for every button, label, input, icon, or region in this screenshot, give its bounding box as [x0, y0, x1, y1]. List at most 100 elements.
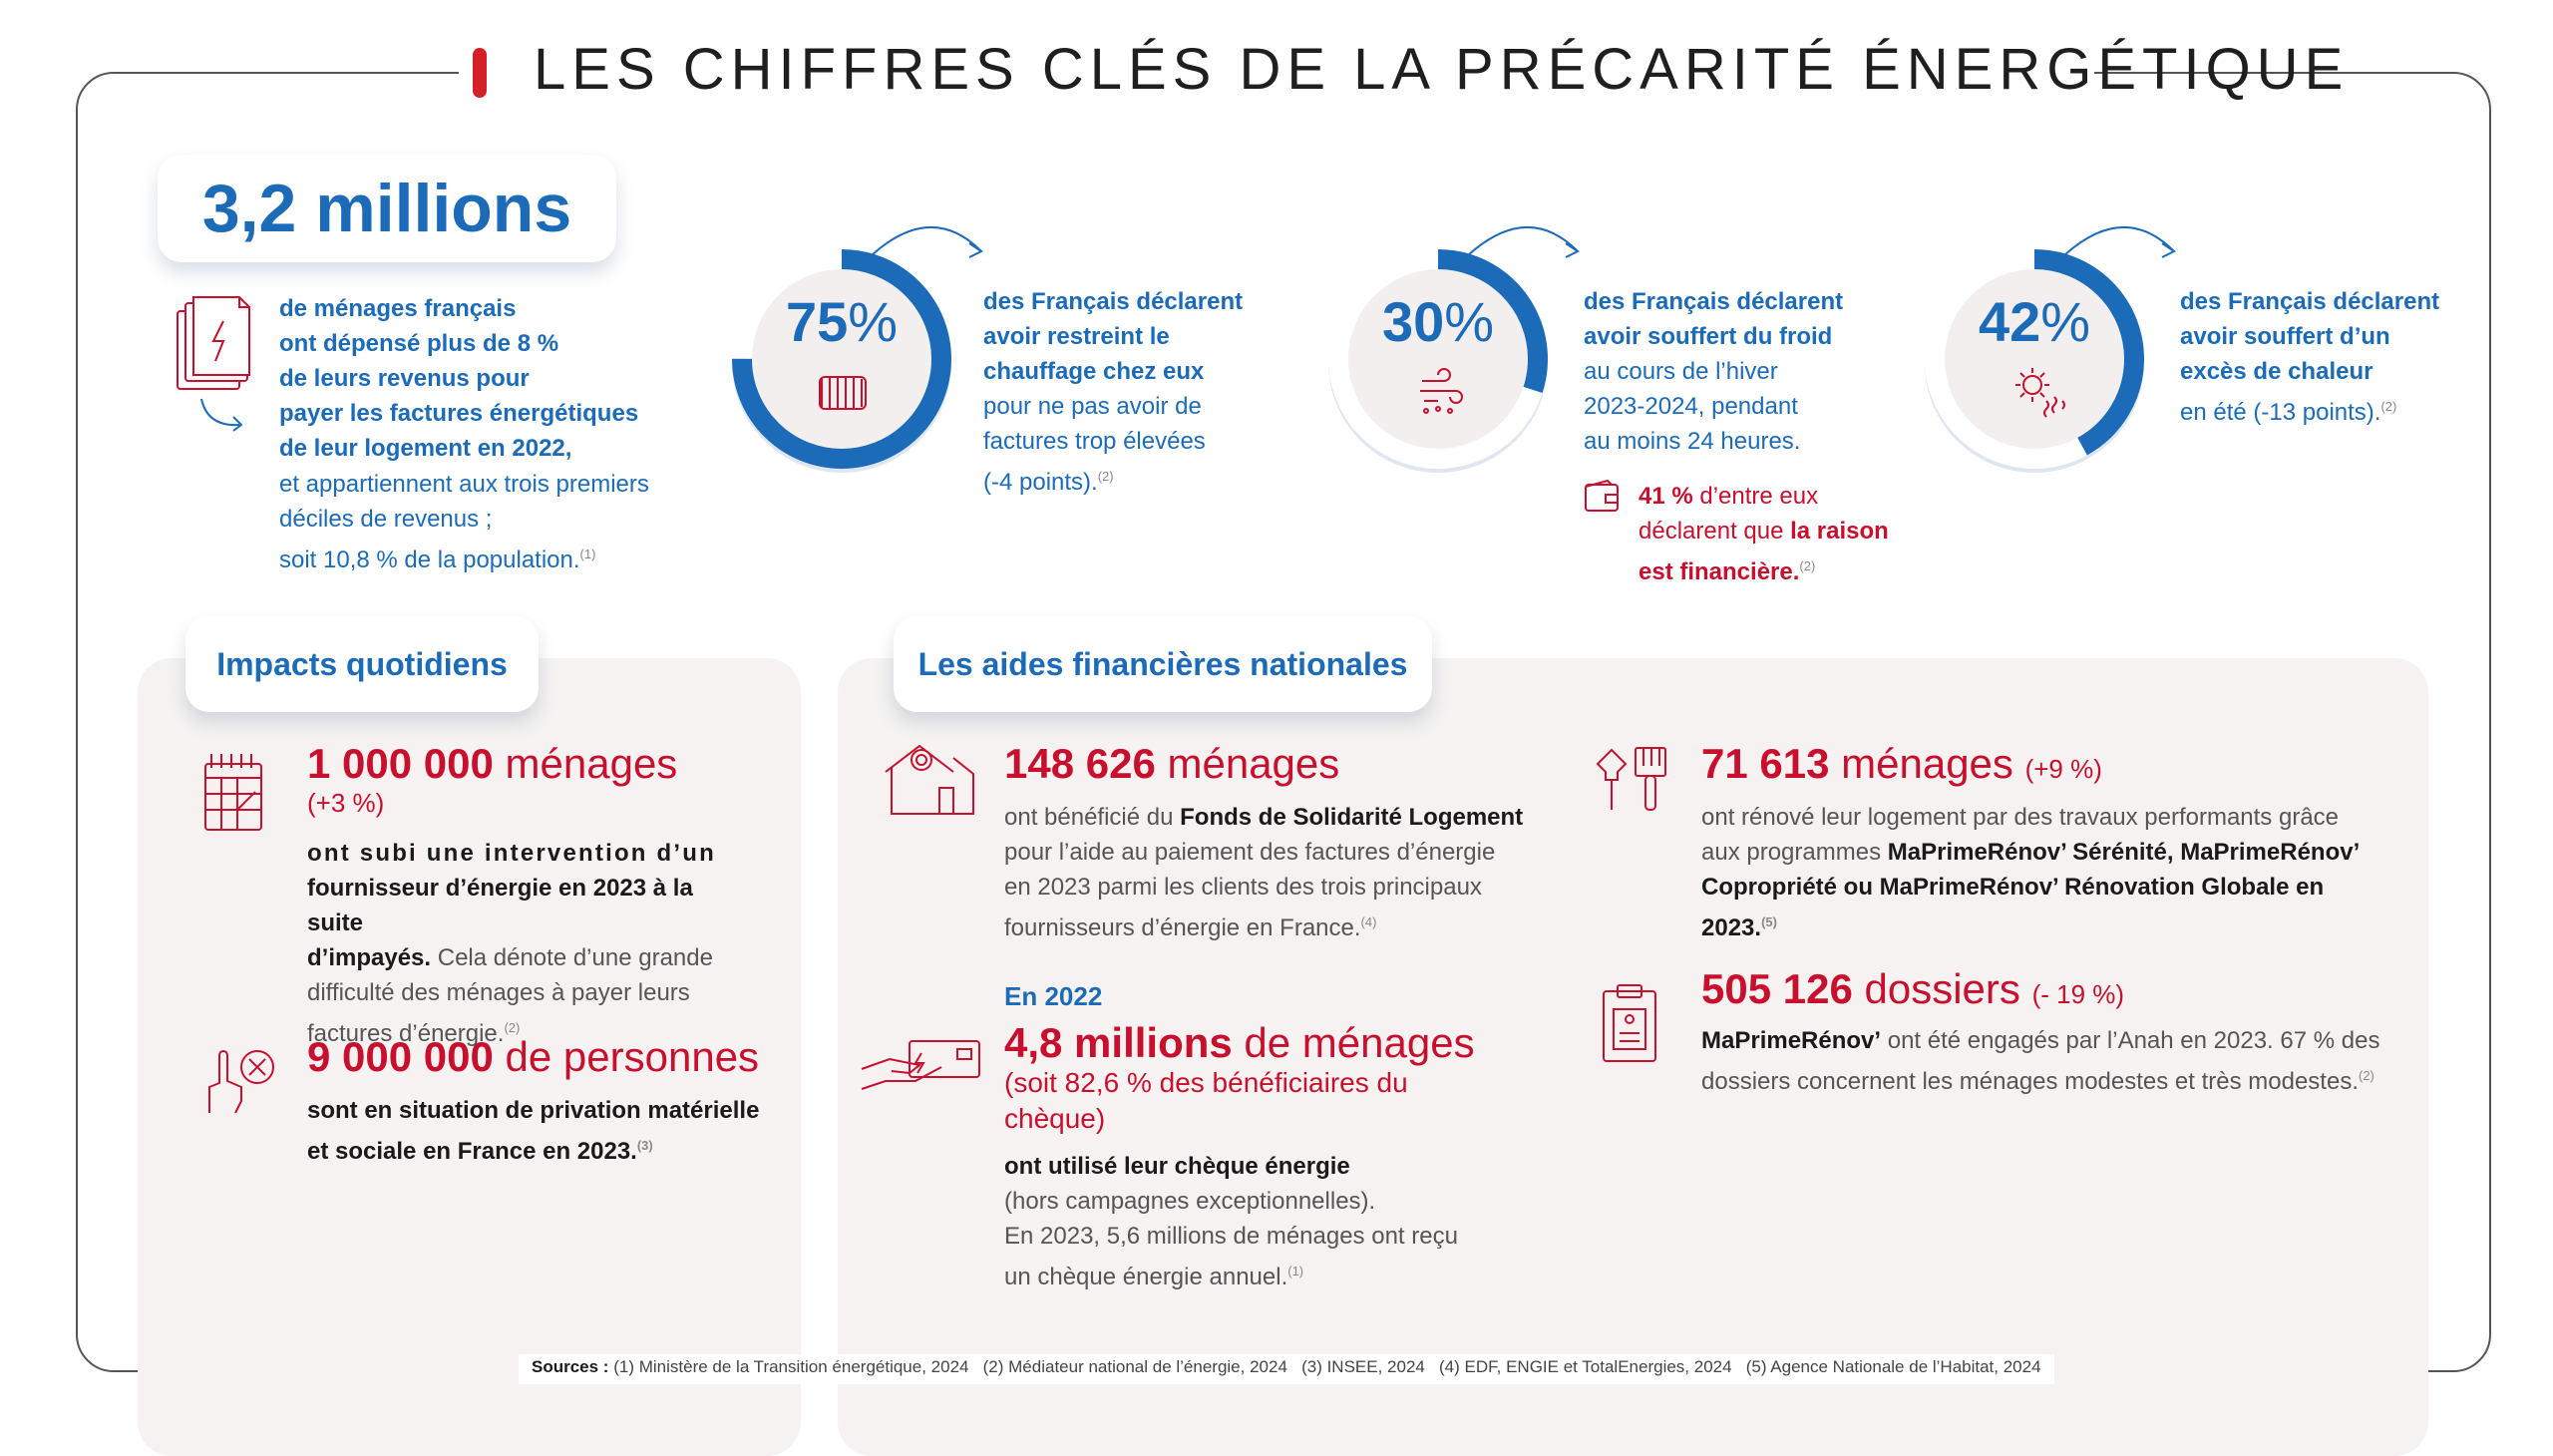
ring-percentage: 30% [1320, 289, 1556, 354]
note-bold: la raison [1790, 518, 1889, 545]
aide-line: pour l’aide au paiement des factures d’é… [1004, 839, 1496, 866]
stat-line: au moins 24 heures. [1584, 428, 1801, 455]
sources-gap [519, 1354, 2054, 1384]
key-figure-rest-text: et appartiennent aux trois premiers déci… [279, 467, 649, 577]
stat-rest-text: pour ne pas avoir de factures trop élevé… [983, 389, 1206, 500]
curved-arrow [2063, 226, 2175, 256]
ring-chart: 42% [1917, 226, 2176, 477]
note-text: d’entre eux [1699, 483, 1819, 510]
house-icon [882, 742, 977, 823]
aide-sub-line: chèque) [1004, 1103, 1106, 1134]
stat-line-text: en été (-13 points). [2180, 399, 2381, 426]
aide-unit: ménages [1167, 740, 1340, 787]
note-text: déclarent que [1639, 518, 1784, 545]
aide-rest: aux programmes [1701, 839, 1882, 866]
aide-text: ont bénéficié du Fonds de Solidarité Log… [1004, 800, 1523, 945]
radiator-icon [818, 373, 868, 418]
ring-percentage: 42% [1917, 289, 2152, 354]
impact-line: difficulté des ménages à payer leurs [307, 979, 690, 1006]
aide-unit: de ménages [1244, 1019, 1475, 1066]
impact-number: 9 000 000 [307, 1033, 494, 1080]
aide-rest: dossiers concernent les ménages modestes… [1701, 1068, 2359, 1095]
hand-cancel-icon [203, 1043, 283, 1120]
ring-value: 30 [1381, 290, 1445, 353]
stat-bold-text: des Français déclarent avoir restreint l… [983, 284, 1243, 389]
impact-number: 1 000 000 [307, 740, 494, 787]
impact-line: d’impayés. Cela dénote d’une grande [307, 940, 746, 975]
impacts-panel [138, 658, 801, 1456]
sources-footer: Sources : (1) Ministère de la Transition… [532, 1357, 2041, 1377]
aide-unit: ménages [1841, 740, 2013, 787]
stat-line: en été (-13 points).(2) [2180, 389, 2396, 430]
aide-bold: MaPrimeRénov’ [1701, 1027, 1882, 1054]
key-figure-bold-text: de ménages français ont dépensé plus de … [279, 291, 638, 466]
aides-heading-pill: Les aides financières nationales [894, 616, 1432, 712]
impact-line: et sociale en France en 2023.(3) [307, 1128, 759, 1169]
aide-number: 71 613 [1701, 740, 1830, 787]
wallet-icon [1584, 479, 1620, 518]
stat-line: avoir souffert du froid [1584, 323, 1833, 350]
clipboard-icon [1600, 981, 1659, 1070]
impact-rest: Cela dénote d’une grande [437, 944, 713, 971]
ring-value: 75 [785, 290, 849, 353]
ref-note: (3) [636, 1138, 653, 1153]
aide-sub-line: (soit 82,6 % des bénéficiaires du [1004, 1067, 1408, 1098]
aide-bold: 2023. [1701, 914, 1762, 941]
aide-headline: 505 126 dossiers (- 19 %) [1701, 963, 2124, 1020]
stat-line: des Français déclarent [983, 288, 1244, 315]
ref-note: (1) [579, 546, 596, 561]
impact-text: sont en situation de privation matériell… [307, 1093, 759, 1169]
stat-bold-text: des Français déclarent avoir souffert du… [1584, 284, 1843, 354]
ref-note: (2) [2380, 399, 2397, 414]
key-line: ont dépensé plus de 8 % [279, 330, 559, 357]
title-accent-bar [473, 48, 487, 98]
aide-headline: 71 613 ménages (+9 %) [1701, 738, 2102, 795]
aide-unit: dossiers [1864, 965, 2020, 1012]
key-line: de leur logement en 2022, [279, 435, 572, 462]
curved-arrow [871, 226, 982, 256]
note-line: déclarent que la raison [1639, 514, 1889, 548]
ref-note: (2) [2359, 1068, 2374, 1083]
stat-line: des Français déclarent [1584, 288, 1844, 315]
note-value: 41 % [1639, 483, 1693, 510]
aide-text: ont utilisé leur chèque énergie (hors ca… [1004, 1149, 1458, 1294]
ref-note: (4) [1360, 914, 1377, 929]
note-line: est financière.(2) [1639, 548, 1889, 589]
key-line: de leurs revenus pour [279, 365, 530, 392]
aide-line: ont bénéficié du Fonds de Solidarité Log… [1004, 800, 1523, 835]
key-line: payer les factures énergétiques [279, 400, 639, 427]
impact-unit: ménages [505, 740, 678, 787]
impact-bold: d’impayés. [307, 944, 432, 971]
aide-headline: 148 626 ménages [1004, 738, 1339, 790]
impact-change: (+3 %) [307, 788, 385, 818]
aide-line: (hors campagnes exceptionnelles). [1004, 1188, 1376, 1215]
aide-line: 2023.(5) [1701, 905, 2360, 945]
ring-value: 42 [1978, 290, 2041, 353]
arrow-head [2161, 242, 2176, 258]
stat-line: pour ne pas avoir de [983, 393, 1202, 420]
key-line: et appartiennent aux trois premiers [279, 471, 649, 498]
aide-text: ont rénové leur logement par des travaux… [1701, 800, 2360, 945]
document-energy-icon [172, 295, 261, 432]
stat-rest-text: au cours de l’hiver 2023-2024, pendant a… [1584, 354, 1800, 459]
ring-unit: % [1444, 290, 1495, 353]
impacts-heading-pill: Impacts quotidiens [185, 616, 539, 712]
sources-text: (1) Ministère de la Transition énergétiq… [613, 1357, 2041, 1376]
ring-svg [1328, 226, 1580, 473]
stat-line: factures trop élevées [983, 428, 1206, 455]
ring-chart: 75% [724, 226, 983, 477]
aide-bold: Fonds de Solidarité Logement [1180, 804, 1524, 831]
impact-bold: et sociale en France en 2023. [307, 1138, 637, 1165]
arrow-head [1565, 242, 1580, 258]
key-figure-value: 3,2 millions [201, 171, 572, 246]
ring-unit: % [848, 290, 899, 353]
ring-percentage: 75% [724, 289, 959, 354]
aide-line: En 2023, 5,6 millions de ménages ont reç… [1004, 1223, 1458, 1250]
note-line: 41 % d’entre eux [1639, 479, 1889, 514]
stat-bold-text: des Français déclarent avoir souffert d’… [2180, 284, 2439, 389]
cold-wind-icon [1416, 368, 1468, 420]
calendar-icon [201, 750, 267, 839]
key-line: déciles de revenus ; [279, 506, 493, 533]
aide-bold: MaPrimeRénov’ Sérénité, MaPrimeRénov’ [1887, 839, 2361, 866]
aide-line: fournisseurs d’énergie en France.(4) [1004, 905, 1523, 945]
